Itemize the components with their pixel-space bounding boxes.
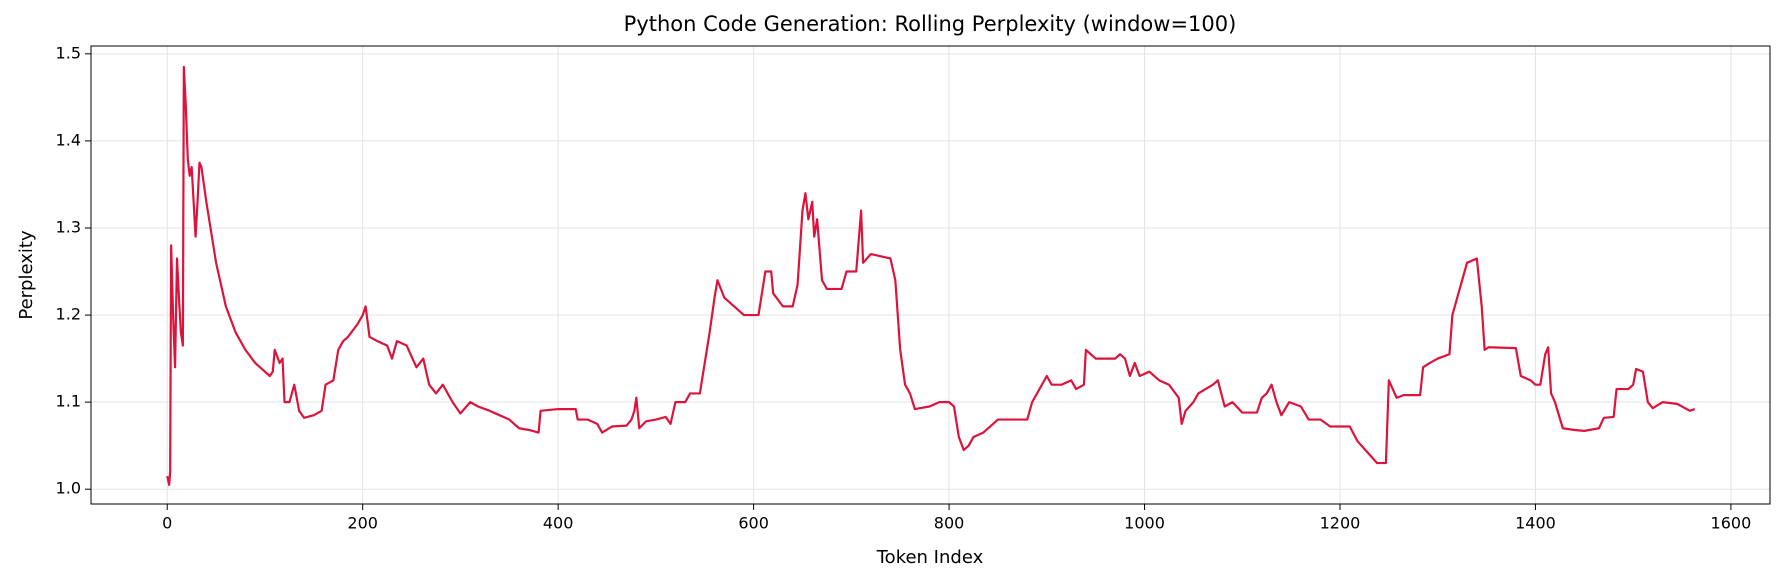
plot-frame [90,45,1771,505]
y-axis-label: Perplexity [16,230,37,320]
x-tick-label: 800 [934,514,965,533]
chart-title: Python Code Generation: Rolling Perplexi… [624,12,1237,36]
y-tick-label: 1.4 [56,130,81,149]
y-tick-label: 1.2 [56,305,81,324]
x-tick-label: 200 [347,514,378,533]
x-tick-label: 0 [162,514,172,533]
y-tick-label: 1.1 [56,392,81,411]
x-tick-label: 600 [738,514,769,533]
data-line [166,65,1696,486]
y-tick-label: 1.0 [56,479,81,498]
x-tick-label: 1600 [1711,514,1752,533]
x-tick-label: 1000 [1124,514,1165,533]
y-tick-label: 1.5 [56,43,81,62]
x-axis-label: Token Index [876,547,984,568]
x-tick-label: 1200 [1320,514,1361,533]
y-tick-label: 1.3 [56,217,81,236]
x-tick-label: 1400 [1515,514,1556,533]
x-tick-label: 400 [543,514,574,533]
